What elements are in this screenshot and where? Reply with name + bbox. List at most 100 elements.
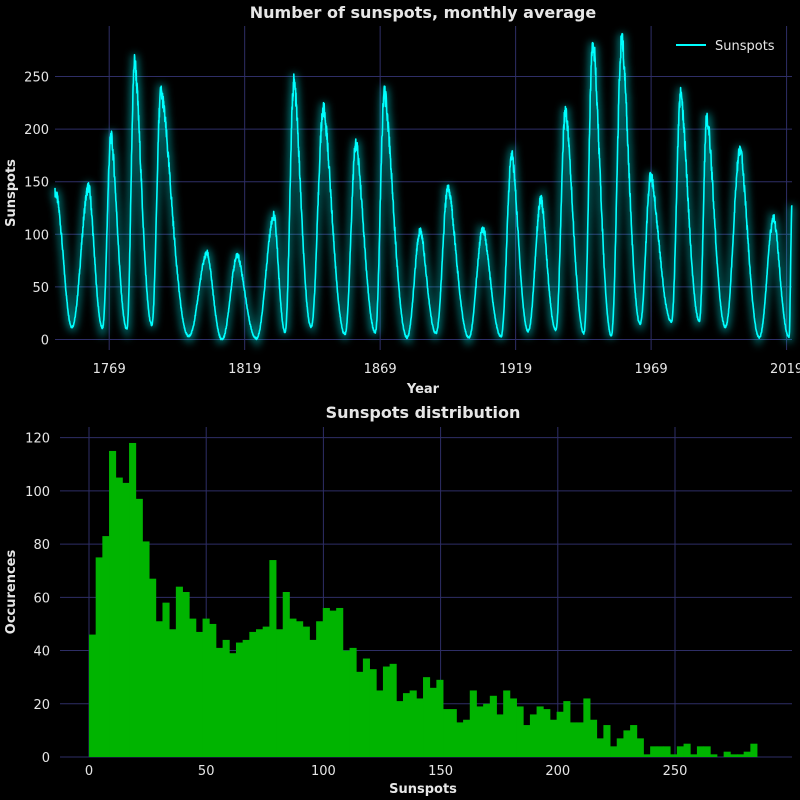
histogram-bar [122, 482, 130, 757]
histogram-bar [356, 671, 364, 757]
histogram-bar [610, 746, 618, 757]
histogram-y-ticks: 0 20 40 60 80 100 120 [25, 432, 50, 766]
histogram-bar [269, 560, 277, 757]
y-tick-label: 20 [33, 698, 50, 713]
histogram-bar [409, 690, 417, 757]
histogram-bar [135, 498, 143, 757]
histogram-bar [222, 639, 230, 757]
histogram-bar [402, 693, 411, 757]
histogram-bar [102, 536, 110, 757]
histogram-bar [296, 621, 304, 757]
histogram-bar [449, 709, 457, 757]
histogram-bar [376, 690, 384, 757]
y-tick-label: 0 [42, 751, 50, 766]
histogram-bar [389, 663, 397, 757]
histogram-bar [202, 618, 210, 757]
histogram-bar [276, 629, 284, 757]
histogram-bar [543, 709, 551, 757]
histogram-bar [616, 738, 624, 757]
y-tick-label: 0 [41, 333, 49, 348]
histogram-bar [362, 658, 370, 757]
histogram-bar [316, 621, 324, 757]
legend-label-sunspots: Sunspots [715, 39, 775, 54]
histogram-bar [149, 578, 157, 757]
sunspots-line-glow [52, 33, 795, 350]
histogram-bar [463, 719, 471, 757]
histogram-bar [95, 557, 103, 757]
histogram-bar [322, 607, 330, 757]
histogram-bar [503, 690, 511, 757]
histogram-bar [496, 714, 504, 757]
histogram-y-label: Occurences [4, 550, 19, 635]
x-tick-label: 100 [311, 764, 336, 779]
histogram-title: Sunspots distribution [326, 403, 521, 422]
histogram-bar [516, 706, 524, 757]
y-tick-label: 80 [33, 538, 50, 553]
histogram-bar [215, 647, 224, 757]
histogram-bar [683, 743, 691, 757]
histogram-bar [696, 746, 704, 757]
y-tick-label: 250 [24, 70, 49, 85]
histogram-bar [342, 650, 350, 757]
histogram-bar [563, 701, 571, 757]
line-chart-y-label: Sunspots [4, 159, 19, 227]
line-chart-title: Number of sunspots, monthly average [250, 3, 597, 22]
histogram-bar [89, 634, 97, 757]
histogram-x-ticks: 0 50 100 150 200 250 [85, 764, 688, 779]
histogram-bar [129, 442, 137, 757]
histogram-bar [329, 610, 337, 757]
histogram-bar [175, 586, 183, 757]
histogram-bar [710, 754, 718, 757]
x-tick-label: 150 [428, 764, 453, 779]
histogram-bar [396, 701, 404, 757]
histogram-bar [242, 639, 250, 757]
histogram-bar [469, 690, 477, 757]
histogram-bar [743, 751, 751, 757]
histogram-bar [536, 706, 544, 757]
histogram-bar [429, 687, 437, 757]
histogram-bar [676, 746, 684, 757]
histogram-bar [529, 714, 537, 757]
line-chart-grid [55, 26, 792, 350]
histogram-bar [509, 698, 517, 757]
histogram-bar [650, 746, 658, 757]
histogram-bar [690, 754, 698, 757]
y-tick-label: 100 [25, 485, 50, 500]
histogram-bar [656, 746, 664, 757]
histogram-bar [182, 592, 190, 757]
histogram-bar [489, 695, 497, 757]
histogram-bar [750, 743, 758, 757]
histogram-bar [730, 754, 738, 757]
y-tick-label: 150 [24, 176, 49, 191]
histogram-bar [456, 722, 464, 757]
histogram-bar [663, 746, 671, 757]
line-chart-x-ticks: 1769 1819 1869 1919 1969 2019 [93, 362, 800, 377]
histogram-x-label: Sunspots [389, 782, 457, 797]
histogram-bar [336, 607, 344, 757]
x-tick-label: 1819 [228, 362, 261, 377]
x-tick-label: 1869 [364, 362, 397, 377]
x-tick-label: 50 [198, 764, 215, 779]
x-tick-label: 250 [663, 764, 688, 779]
histogram-bar [115, 477, 123, 757]
histogram-bar [576, 722, 584, 757]
histogram-bar [349, 647, 357, 757]
histogram-bar [583, 698, 591, 757]
histogram-bar [309, 639, 317, 757]
histogram-bar [162, 602, 170, 757]
histogram-bar [249, 631, 257, 757]
histogram-bar [155, 621, 163, 757]
histogram-bar [229, 653, 237, 757]
y-tick-label: 120 [25, 432, 50, 447]
histogram-bar [603, 725, 611, 757]
histogram-bar [256, 629, 264, 757]
histogram-bar [169, 629, 177, 757]
histogram-bar [549, 719, 558, 757]
histogram-bar [556, 711, 564, 757]
sunspots-line-chart: 1769 1819 1869 1919 1969 2019 0 50 100 150 200 250… [4, 3, 800, 397]
x-tick-label: 200 [545, 764, 570, 779]
histogram-bar [643, 754, 651, 757]
histogram-bar [703, 746, 711, 757]
histogram-bar [483, 703, 491, 757]
